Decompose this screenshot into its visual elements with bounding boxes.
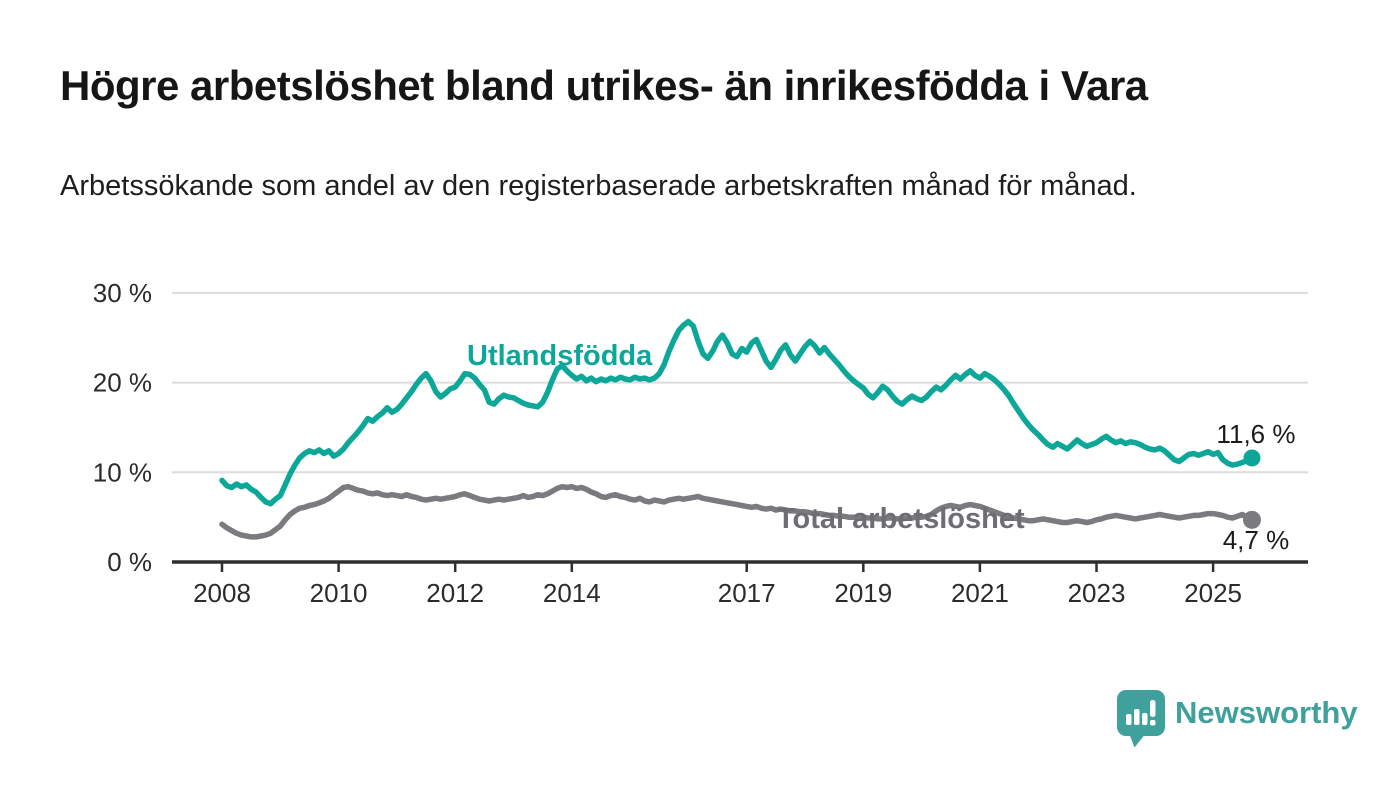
unemployment-line-chart: 0 % 10 % 20 % 30 % 2008 2010 2012 2014 2017 2019 2… <box>93 278 1308 608</box>
y-tick-label-20: 20 % <box>93 368 152 398</box>
x-tick-label-2010: 2010 <box>310 578 368 608</box>
x-tick-label-2023: 2023 <box>1068 578 1126 608</box>
x-tick-label-2012: 2012 <box>426 578 484 608</box>
x-tick-label-2021: 2021 <box>951 578 1009 608</box>
y-tick-label-0: 0 % <box>107 547 152 577</box>
x-tick-label-2017: 2017 <box>718 578 776 608</box>
x-tick-label-2014: 2014 <box>543 578 601 608</box>
series-label-utlandsfodda: Utlandsfödda <box>467 340 653 372</box>
chart-speech-bubble-icon <box>1117 690 1165 748</box>
page-title: Högre arbetslöshet bland utrikes- än inr… <box>60 62 1148 109</box>
x-tick-label-2008: 2008 <box>193 578 251 608</box>
end-value-label-utlandsfodda: 11,6 % <box>1216 419 1295 449</box>
series-label-total: Total arbetslöshet <box>777 503 1025 535</box>
page-subtitle: Arbetssökande som andel av den registerb… <box>60 170 1137 202</box>
end-value-label-total: 4,7 % <box>1223 525 1290 555</box>
end-dot-total <box>1242 510 1261 529</box>
y-tick-label-30: 30 % <box>93 278 152 308</box>
y-tick-label-10: 10 % <box>93 457 152 487</box>
end-dot-utlandsfodda <box>1243 449 1261 467</box>
x-tick-label-2025: 2025 <box>1184 578 1242 608</box>
logo-text: Newsworthy <box>1175 695 1358 730</box>
chart-line-total <box>219 483 1255 540</box>
x-tick-label-2019: 2019 <box>834 578 892 608</box>
chart-line-utlandsfodda <box>219 318 1255 507</box>
newsworthy-logo: Newsworthy <box>1117 690 1358 748</box>
